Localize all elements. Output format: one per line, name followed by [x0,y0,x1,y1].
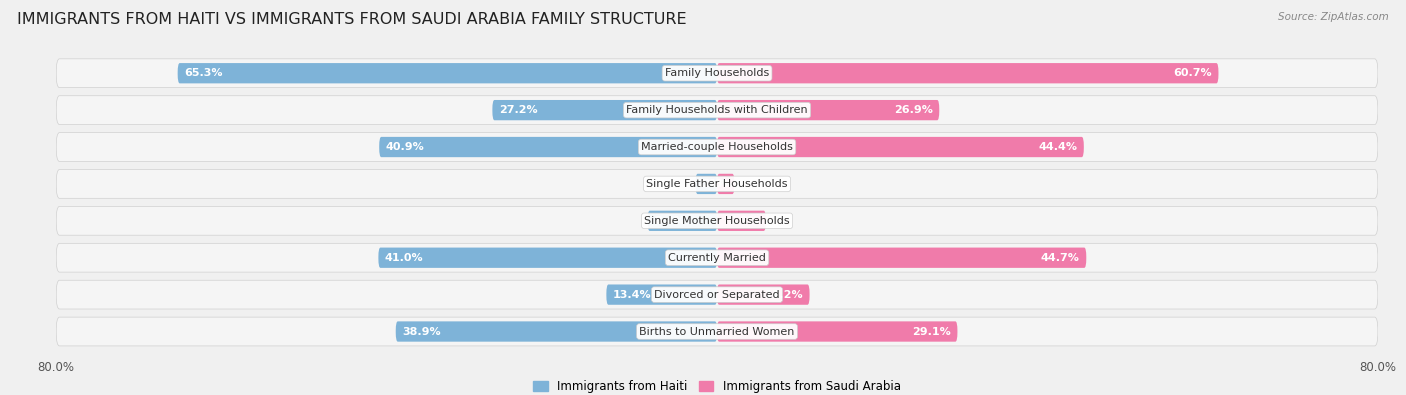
Text: 5.9%: 5.9% [728,216,759,226]
FancyBboxPatch shape [395,322,717,342]
FancyBboxPatch shape [492,100,717,120]
FancyBboxPatch shape [717,211,766,231]
FancyBboxPatch shape [380,137,717,157]
Text: Family Households with Children: Family Households with Children [626,105,808,115]
FancyBboxPatch shape [378,248,717,268]
Text: Source: ZipAtlas.com: Source: ZipAtlas.com [1278,12,1389,22]
FancyBboxPatch shape [56,133,1378,162]
Text: 2.6%: 2.6% [702,179,733,189]
FancyBboxPatch shape [56,243,1378,272]
FancyBboxPatch shape [177,63,717,83]
FancyBboxPatch shape [56,59,1378,88]
Legend: Immigrants from Haiti, Immigrants from Saudi Arabia: Immigrants from Haiti, Immigrants from S… [533,380,901,393]
FancyBboxPatch shape [717,322,957,342]
FancyBboxPatch shape [56,169,1378,198]
Text: 44.7%: 44.7% [1040,253,1080,263]
Text: 41.0%: 41.0% [385,253,423,263]
Text: Single Mother Households: Single Mother Households [644,216,790,226]
FancyBboxPatch shape [717,100,939,120]
FancyBboxPatch shape [717,248,1087,268]
Text: Currently Married: Currently Married [668,253,766,263]
Text: Family Households: Family Households [665,68,769,78]
FancyBboxPatch shape [648,211,717,231]
Text: Births to Unmarried Women: Births to Unmarried Women [640,327,794,337]
Text: 11.2%: 11.2% [765,290,803,300]
FancyBboxPatch shape [717,137,1084,157]
Text: 27.2%: 27.2% [499,105,537,115]
FancyBboxPatch shape [56,280,1378,309]
FancyBboxPatch shape [717,174,734,194]
FancyBboxPatch shape [717,63,1219,83]
Text: 60.7%: 60.7% [1173,68,1212,78]
Text: 38.9%: 38.9% [402,327,441,337]
FancyBboxPatch shape [56,317,1378,346]
Text: 29.1%: 29.1% [912,327,950,337]
FancyBboxPatch shape [56,96,1378,124]
Text: 65.3%: 65.3% [184,68,222,78]
Text: IMMIGRANTS FROM HAITI VS IMMIGRANTS FROM SAUDI ARABIA FAMILY STRUCTURE: IMMIGRANTS FROM HAITI VS IMMIGRANTS FROM… [17,12,686,27]
Text: 40.9%: 40.9% [385,142,425,152]
Text: Divorced or Separated: Divorced or Separated [654,290,780,300]
FancyBboxPatch shape [696,174,717,194]
FancyBboxPatch shape [717,284,810,305]
Text: 13.4%: 13.4% [613,290,651,300]
Text: 2.1%: 2.1% [697,179,728,189]
Text: 8.4%: 8.4% [654,216,685,226]
Text: 26.9%: 26.9% [894,105,932,115]
Text: Married-couple Households: Married-couple Households [641,142,793,152]
Text: Single Father Households: Single Father Households [647,179,787,189]
Text: 44.4%: 44.4% [1038,142,1077,152]
FancyBboxPatch shape [56,207,1378,235]
FancyBboxPatch shape [606,284,717,305]
